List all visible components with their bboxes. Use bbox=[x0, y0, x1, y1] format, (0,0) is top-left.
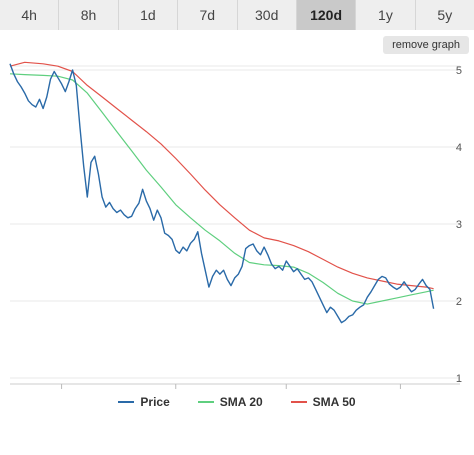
legend-swatch-sma50 bbox=[290, 401, 307, 403]
series-line-price bbox=[9, 63, 435, 324]
y-tick-label-3: 3 bbox=[456, 219, 462, 231]
legend-label-price: Price bbox=[140, 395, 170, 409]
series-line-sma-20 bbox=[9, 73, 434, 305]
legend-swatch-price bbox=[118, 401, 135, 403]
price-chart: 12345Oct '25Nov '25Dec '25Jan '26 bbox=[9, 61, 462, 389]
y-tick-label-1: 1 bbox=[456, 373, 462, 385]
tab-8h[interactable]: 8h bbox=[59, 0, 119, 30]
tab-30d[interactable]: 30d bbox=[237, 0, 297, 30]
legend-item-sma50[interactable]: SMA 50 bbox=[290, 392, 356, 412]
tab-7d[interactable]: 7d bbox=[178, 0, 238, 30]
remove-graph-button[interactable]: remove graph bbox=[383, 36, 469, 54]
y-tick-label-5: 5 bbox=[456, 65, 462, 77]
tab-1y[interactable]: 1y bbox=[356, 0, 416, 30]
series-line-sma-50 bbox=[9, 61, 434, 290]
legend-item-price[interactable]: Price bbox=[118, 392, 170, 412]
legend-swatch-sma20 bbox=[197, 401, 214, 403]
chart-legend: Price SMA 20 SMA 50 bbox=[0, 392, 474, 412]
legend-item-sma20[interactable]: SMA 20 bbox=[197, 392, 263, 412]
tab-1d[interactable]: 1d bbox=[118, 0, 179, 30]
y-tick-label-4: 4 bbox=[456, 142, 462, 154]
tab-120d[interactable]: 120d bbox=[296, 0, 357, 30]
time-range-tabs: 4h 8h 1d 7d 30d 120d 1y 5y bbox=[0, 0, 474, 30]
y-tick-label-2: 2 bbox=[456, 296, 462, 308]
legend-label-sma50: SMA 50 bbox=[312, 395, 356, 409]
tab-4h[interactable]: 4h bbox=[0, 0, 60, 30]
tab-5y[interactable]: 5y bbox=[415, 0, 474, 30]
legend-label-sma20: SMA 20 bbox=[219, 395, 263, 409]
